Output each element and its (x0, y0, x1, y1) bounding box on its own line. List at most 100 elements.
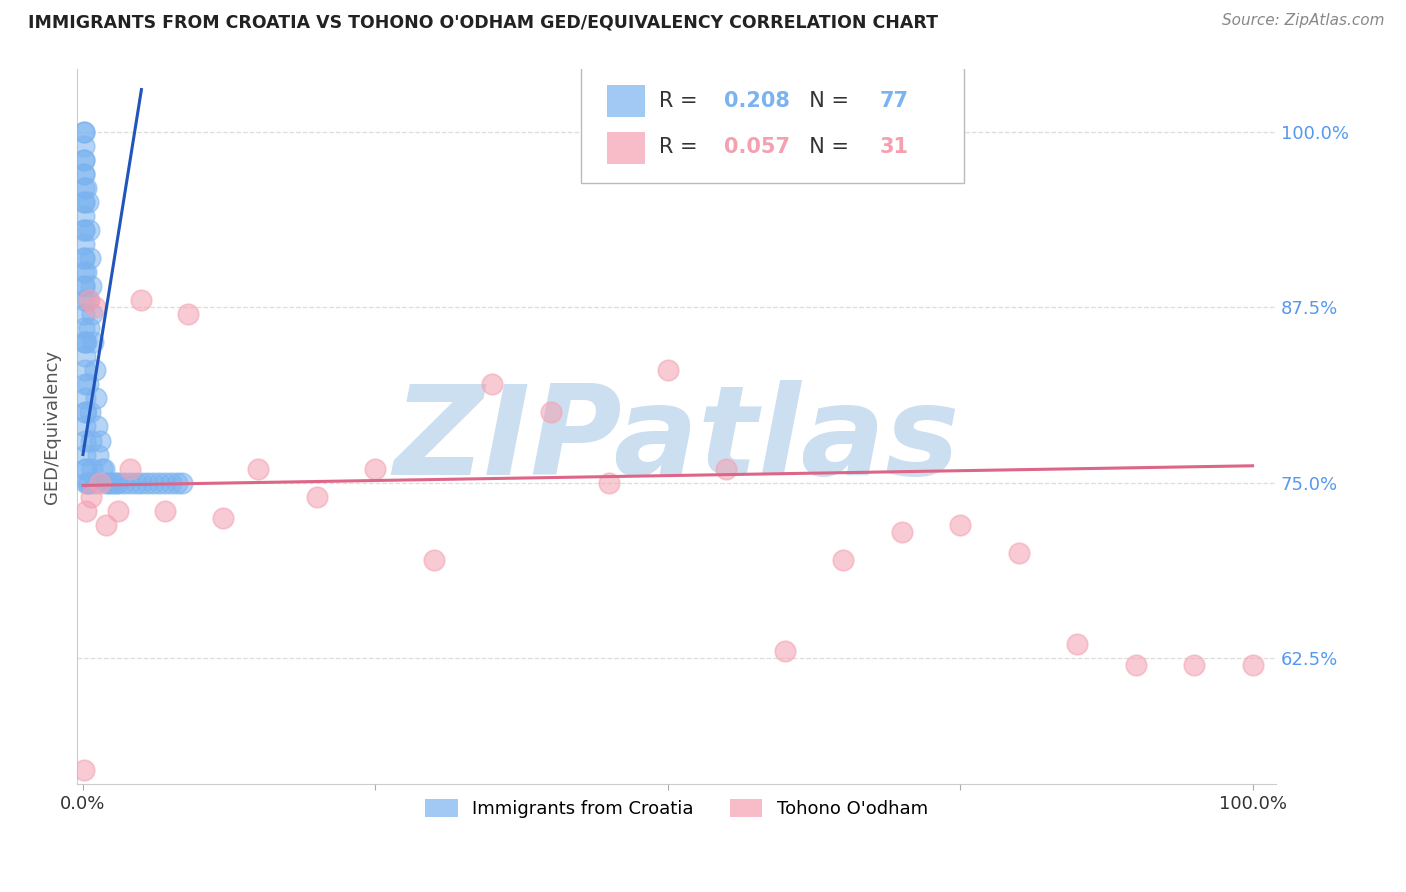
Point (96, 517, 118, 532)
Point (83, 475, 105, 490)
Point (73, 251, 96, 265)
Point (832, 553, 855, 567)
Point (76, 293, 98, 307)
Point (1007, 546, 1029, 560)
Point (73, 223, 96, 237)
Point (949, 517, 972, 532)
Point (172, 475, 194, 490)
Point (73, 153, 96, 167)
Point (75, 504, 97, 518)
Point (77, 293, 100, 307)
Point (73, 307, 96, 321)
Point (118, 475, 141, 490)
Point (1066, 637, 1088, 651)
Point (481, 377, 503, 392)
Point (131, 475, 153, 490)
Point (76, 377, 98, 392)
Point (142, 475, 165, 490)
Point (773, 644, 796, 658)
Point (657, 363, 679, 377)
Point (73, 279, 96, 293)
Text: R =: R = (658, 137, 704, 157)
Point (73, 209, 96, 223)
Text: 31: 31 (879, 137, 908, 157)
Point (80, 279, 103, 293)
Point (83, 363, 105, 377)
Point (89, 434, 111, 448)
Point (75, 335, 97, 350)
Point (73, 181, 96, 195)
Point (73, 279, 96, 293)
Point (136, 475, 159, 490)
Point (84, 392, 107, 406)
Point (212, 510, 235, 524)
Point (107, 475, 129, 490)
Text: R =: R = (658, 91, 704, 111)
Point (90, 461, 112, 475)
Point (112, 475, 135, 490)
Text: 77: 77 (879, 91, 908, 111)
Bar (607, 131, 645, 164)
Point (75, 419, 97, 434)
Point (80, 490, 103, 504)
Point (131, 293, 153, 307)
Point (77, 223, 100, 237)
Point (73, 194, 96, 209)
Point (75, 335, 97, 350)
Text: N =: N = (796, 91, 856, 111)
Point (75, 448, 97, 462)
Point (153, 475, 176, 490)
Point (73, 251, 96, 265)
FancyBboxPatch shape (581, 65, 965, 183)
Text: 0.208: 0.208 (724, 91, 790, 111)
Point (89, 475, 111, 490)
Point (77, 321, 100, 335)
Point (540, 405, 562, 419)
Point (305, 490, 328, 504)
Point (73, 125, 96, 139)
Point (79, 251, 101, 265)
Point (96, 475, 118, 490)
Point (80, 434, 103, 448)
Text: 0.057: 0.057 (724, 137, 790, 157)
Point (76, 475, 98, 490)
Point (77, 475, 100, 490)
Point (75, 461, 97, 475)
Point (75, 405, 97, 419)
Point (75, 392, 97, 406)
Point (73, 167, 96, 181)
Point (82, 307, 104, 321)
Point (364, 461, 387, 475)
Point (73, 167, 96, 181)
Y-axis label: GED/Equivalency: GED/Equivalency (44, 350, 60, 504)
Point (93, 461, 115, 475)
Point (73, 335, 96, 350)
Point (1125, 658, 1147, 673)
Legend: Immigrants from Croatia, Tohono O'odham: Immigrants from Croatia, Tohono O'odham (418, 792, 935, 825)
Point (86, 419, 108, 434)
Point (75, 265, 97, 279)
Text: Source: ZipAtlas.com: Source: ZipAtlas.com (1222, 13, 1385, 29)
Text: IMMIGRANTS FROM CROATIA VS TOHONO O'ODHAM GED/EQUIVALENCY CORRELATION CHART: IMMIGRANTS FROM CROATIA VS TOHONO O'ODHA… (28, 13, 938, 31)
Point (890, 524, 912, 539)
Text: ZIPatlas: ZIPatlas (394, 380, 960, 501)
Point (153, 504, 176, 518)
Point (76, 194, 98, 209)
Point (79, 405, 101, 419)
Point (82, 461, 104, 475)
Point (75, 363, 97, 377)
Text: N =: N = (796, 137, 856, 157)
Point (101, 475, 124, 490)
Point (75, 349, 97, 363)
Point (598, 475, 620, 490)
Point (75, 461, 97, 475)
Point (83, 300, 105, 314)
Point (423, 553, 446, 567)
Point (73, 764, 96, 778)
Point (716, 461, 738, 475)
Point (177, 307, 200, 321)
Point (107, 504, 129, 518)
Point (1182, 658, 1205, 673)
Point (1241, 658, 1264, 673)
Bar (607, 85, 645, 117)
